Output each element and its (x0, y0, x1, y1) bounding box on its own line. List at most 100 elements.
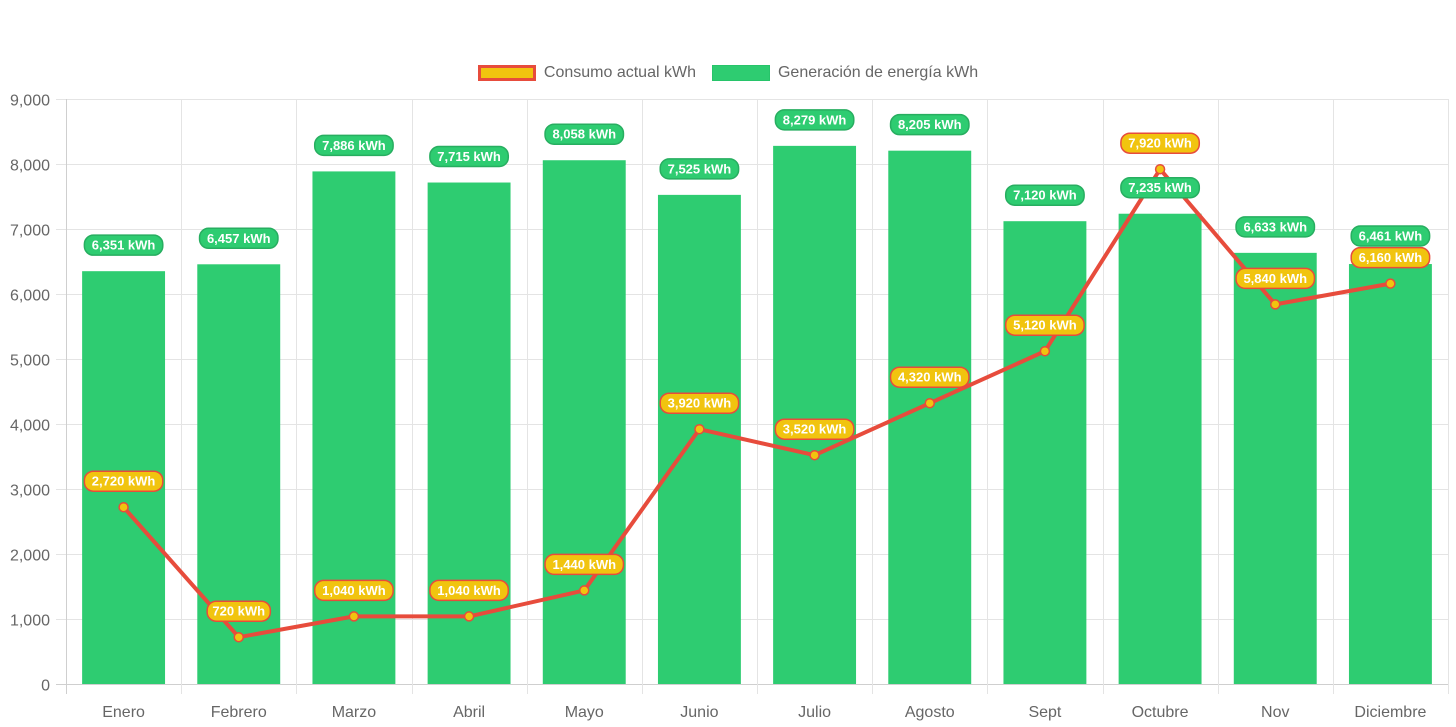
data-label-generacion-bg (313, 134, 394, 157)
y-tick-label: 1,000 (10, 613, 50, 630)
point-consumo (809, 449, 820, 461)
labels-consumo: 2,720 kWh 720 kWh 1,040 kWh 1,040 kWh 1,440 … (83, 132, 1431, 622)
data-label-generacion-bg (1235, 216, 1316, 238)
data-label-consumo: 4,320 kWh (889, 366, 970, 388)
data-label-generacion-bg (544, 123, 625, 145)
data-label-consumo-bg (774, 418, 855, 440)
legend-item-consumo[interactable]: Consumo actual kWh (477, 64, 696, 82)
data-label-generacion-bg (1120, 176, 1201, 199)
bar-generacion (1118, 213, 1202, 684)
data-label-consumo-text: 5,840 kWh (1243, 271, 1307, 286)
data-label-consumo-text: 2,720 kWh (92, 474, 156, 489)
x-tick-label: Diciembre (1354, 704, 1426, 721)
data-label-generacion-bg (198, 227, 279, 250)
point-consumo (579, 585, 590, 596)
data-label-consumo-text: 3,520 kWh (783, 422, 847, 437)
data-label-generacion: 8,058 kWh (544, 123, 625, 145)
bars-generacion (82, 145, 1432, 685)
data-label-consumo-bg (1350, 246, 1431, 269)
data-label-consumo: 5,840 kWh (1235, 267, 1316, 290)
y-tick-label: 3,000 (10, 483, 50, 500)
data-label-consumo-text: 7,920 kWh (1128, 136, 1192, 151)
data-label-consumo-bg (544, 553, 625, 576)
x-tick-label: Octubre (1132, 704, 1189, 721)
data-label-generacion: 7,235 kWh (1120, 176, 1201, 199)
data-label-consumo-bg (429, 579, 510, 602)
data-label-consumo-bg (83, 470, 164, 492)
x-tick-label: Nov (1261, 704, 1289, 721)
data-label-generacion: 7,886 kWh (313, 134, 394, 157)
x-tick-label: Julio (798, 704, 831, 721)
data-label-consumo: 5,120 kWh (1004, 314, 1085, 336)
bar-generacion (542, 160, 626, 685)
y-tick-label: 8,000 (10, 158, 50, 175)
data-label-generacion: 8,205 kWh (889, 113, 970, 136)
bar-generacion (312, 171, 396, 684)
data-label-generacion-text: 6,633 kWh (1243, 219, 1307, 234)
point-consumo (1270, 299, 1281, 310)
data-label-generacion-text: 7,886 kWh (322, 138, 386, 153)
data-label-generacion: 8,279 kWh (774, 109, 855, 131)
data-label-consumo: 720 kWh (206, 600, 272, 622)
data-label-consumo-text: 1,040 kWh (322, 583, 386, 598)
points-consumo (118, 163, 1396, 643)
y-tick-label: 4,000 (10, 418, 50, 435)
y-tick-label: 7,000 (10, 223, 50, 240)
data-label-generacion-bg (889, 113, 970, 136)
point-consumo (118, 501, 129, 513)
data-label-generacion-bg (429, 145, 510, 168)
data-label-generacion-bg (659, 158, 740, 180)
data-label-generacion: 7,715 kWh (429, 145, 510, 168)
data-label-generacion: 7,525 kWh (659, 158, 740, 180)
point-consumo (694, 423, 705, 435)
data-label-consumo: 3,520 kWh (774, 418, 855, 440)
legend-swatch-consumo (477, 65, 536, 81)
grid (56, 99, 1449, 694)
y-tick-label: 6,000 (10, 288, 50, 305)
bar-generacion (657, 194, 741, 684)
data-label-consumo-bg (206, 600, 272, 622)
data-label-generacion-text: 8,205 kWh (898, 117, 962, 132)
data-label-consumo-text: 1,040 kWh (437, 583, 501, 598)
data-label-consumo: 3,920 kWh (659, 392, 740, 414)
data-label-consumo-bg (1004, 314, 1085, 336)
point-consumo (233, 631, 244, 643)
data-label-generacion-text: 6,351 kWh (92, 238, 156, 253)
x-tick-label: Febrero (211, 704, 267, 721)
data-label-generacion-bg (1004, 184, 1085, 206)
data-label-consumo-text: 1,440 kWh (552, 557, 616, 572)
data-label-consumo-bg (1235, 267, 1316, 290)
data-label-consumo-bg (889, 366, 970, 388)
point-consumo (1039, 345, 1051, 357)
data-label-consumo: 1,040 kWh (429, 579, 510, 602)
x-tick-label: Sept (1028, 704, 1061, 721)
data-label-consumo-text: 720 kWh (212, 604, 265, 619)
data-label-consumo: 2,720 kWh (83, 470, 164, 492)
data-label-consumo-text: 5,120 kWh (1013, 318, 1077, 333)
y-tick-label: 9,000 (10, 93, 50, 110)
data-label-consumo: 1,440 kWh (544, 553, 625, 576)
data-label-consumo: 7,920 kWh (1120, 132, 1201, 154)
x-tick-label: Abril (453, 704, 485, 721)
legend-item-generacion[interactable]: Generación de energía kWh (711, 64, 978, 82)
point-consumo (1154, 163, 1166, 175)
data-label-generacion-text: 6,457 kWh (207, 231, 271, 246)
data-label-consumo-bg (313, 579, 394, 602)
labels-generacion: 6,351 kWh 6,457 kWh 7,886 kWh 7,715 kWh 8,05… (83, 109, 1431, 256)
y-tick-label: 5,000 (10, 353, 50, 370)
data-label-generacion-text: 7,715 kWh (437, 149, 501, 164)
data-label-consumo: 1,040 kWh (313, 579, 394, 602)
y-tick-label: 2,000 (10, 548, 50, 565)
point-consumo (348, 611, 360, 622)
x-tick-label: Junio (680, 704, 718, 721)
data-label-generacion: 6,457 kWh (198, 227, 279, 250)
chart-legend: Consumo actual kWh Generación de energía… (0, 64, 1456, 82)
bar-generacion (1348, 264, 1432, 684)
y-tick-label: 0 (41, 678, 50, 695)
bar-generacion (773, 145, 857, 685)
data-label-consumo-text: 3,920 kWh (668, 396, 732, 411)
legend-label-consumo: Consumo actual kWh (543, 64, 696, 81)
data-label-generacion-bg (83, 234, 164, 256)
x-tick-label: Enero (102, 704, 145, 721)
data-label-generacion: 7,120 kWh (1004, 184, 1085, 206)
